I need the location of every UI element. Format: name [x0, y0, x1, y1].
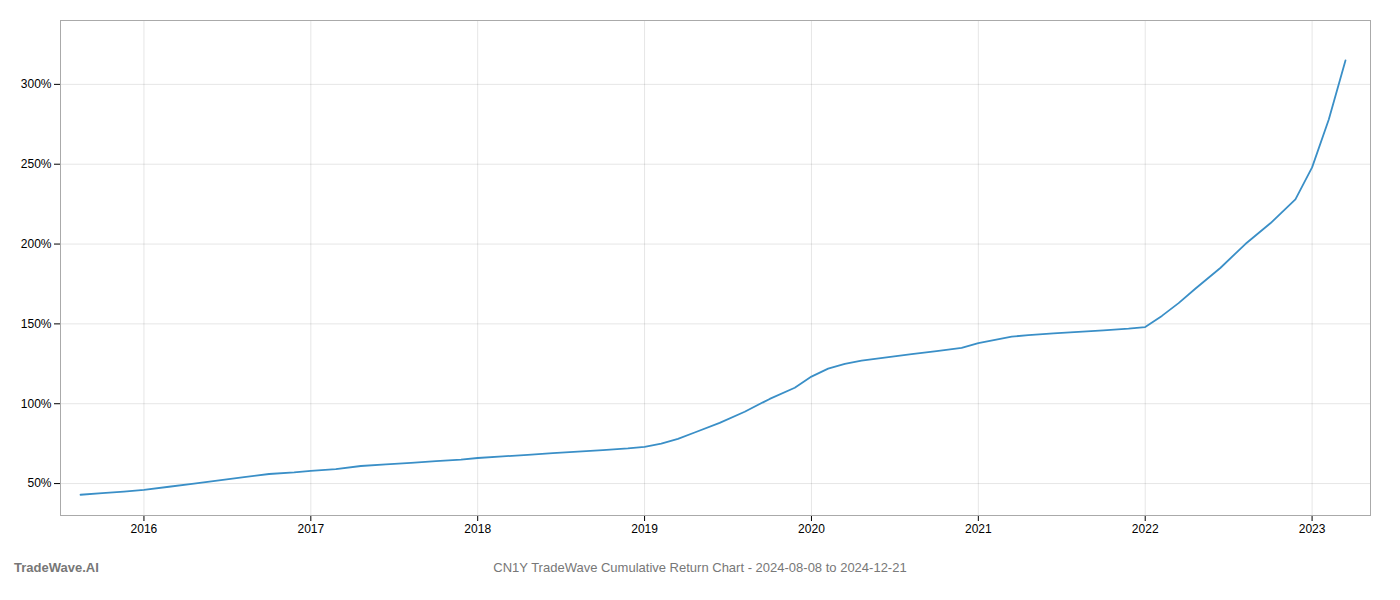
- svg-text:2016: 2016: [131, 522, 158, 536]
- html-text:CN1Y TradeWave Cumulative Retu: CN1Y TradeWave Cumulative Return Chart -…: [493, 560, 907, 575]
- svg-text:2017: 2017: [297, 522, 324, 536]
- svg-text:2022: 2022: [1132, 522, 1159, 536]
- svg-text:50%: 50%: [27, 476, 51, 490]
- svg-text:200%: 200%: [21, 237, 52, 251]
- svg-text:250%: 250%: [21, 157, 52, 171]
- svg-text:2020: 2020: [798, 522, 825, 536]
- svg-text:150%: 150%: [21, 317, 52, 331]
- svg-text:2018: 2018: [464, 522, 491, 536]
- svg-text:300%: 300%: [21, 77, 52, 91]
- svg-text:100%: 100%: [21, 397, 52, 411]
- svg-text:2023: 2023: [1299, 522, 1326, 536]
- html-text:TradeWave.AI: TradeWave.AI: [14, 560, 99, 575]
- svg-text:2021: 2021: [965, 522, 992, 536]
- svg-text:2019: 2019: [631, 522, 658, 536]
